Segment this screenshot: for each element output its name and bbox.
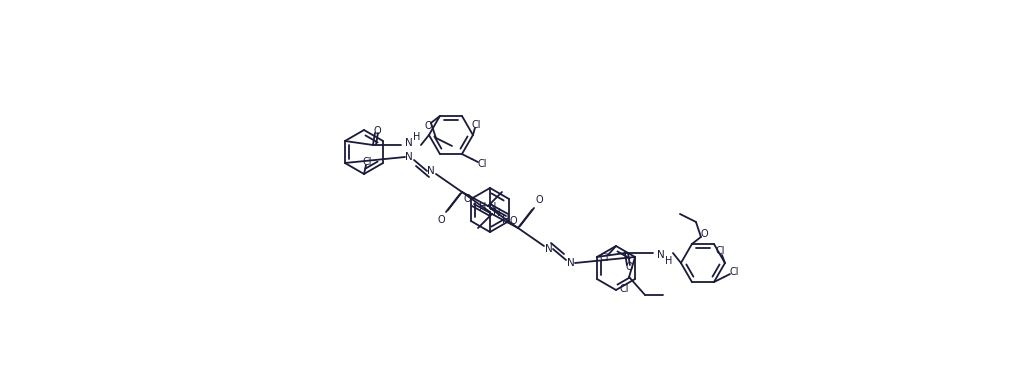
Text: N: N (658, 250, 665, 260)
Text: O: O (626, 262, 633, 272)
Text: O: O (374, 126, 381, 136)
Text: Cl: Cl (730, 267, 739, 277)
Text: N: N (427, 166, 435, 176)
Text: O: O (437, 215, 445, 225)
Text: O: O (463, 194, 471, 204)
Text: Cl: Cl (477, 159, 487, 169)
Text: O: O (700, 229, 708, 239)
Text: H: H (414, 132, 421, 142)
Text: N: N (405, 152, 413, 162)
Text: H: H (480, 202, 487, 212)
Text: Cl: Cl (599, 253, 609, 263)
Text: Cl: Cl (471, 120, 481, 130)
Text: N: N (405, 138, 413, 148)
Text: O: O (509, 216, 517, 226)
Text: N: N (490, 202, 497, 212)
Text: N: N (493, 208, 501, 218)
Text: Cl: Cl (715, 246, 724, 256)
Text: N: N (567, 258, 575, 268)
Text: H: H (502, 215, 509, 225)
Text: H: H (666, 256, 673, 266)
Text: O: O (424, 121, 432, 131)
Text: N: N (545, 244, 553, 254)
Text: Cl: Cl (619, 284, 629, 294)
Text: O: O (535, 195, 543, 205)
Text: Cl: Cl (362, 157, 371, 167)
